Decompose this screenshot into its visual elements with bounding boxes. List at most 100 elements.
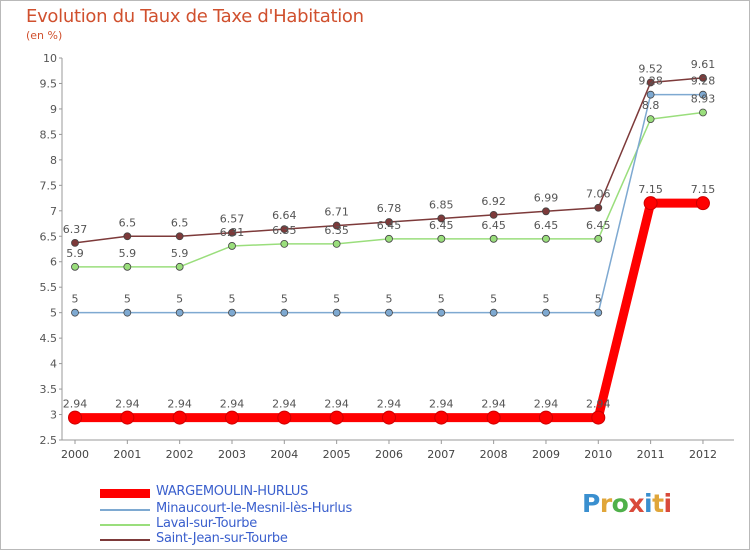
data-point bbox=[594, 234, 603, 243]
data-point bbox=[591, 410, 606, 425]
data-label: 6.5 bbox=[119, 216, 137, 229]
data-point bbox=[228, 228, 236, 237]
y-tick-label: 3.5 bbox=[40, 383, 58, 396]
data-point bbox=[123, 232, 132, 241]
data-point bbox=[71, 308, 79, 317]
y-tick-label: 9.5 bbox=[40, 77, 58, 90]
y-tick-label: 10 bbox=[43, 52, 57, 65]
data-label: 5.9 bbox=[171, 247, 189, 260]
x-tick-label: 2007 bbox=[427, 448, 455, 461]
data-label: 2.94 bbox=[324, 398, 349, 411]
data-point bbox=[489, 234, 498, 243]
data-label: 5 bbox=[542, 293, 549, 306]
data-point bbox=[486, 410, 501, 425]
data-label: 9.52 bbox=[638, 62, 663, 75]
data-point bbox=[280, 240, 289, 248]
data-point bbox=[332, 221, 341, 230]
chart-title: Evolution du Taux de Taxe d'Habitation bbox=[26, 6, 364, 27]
data-label: 2.94 bbox=[220, 398, 245, 411]
legend-label: Minaucourt-le-Mesnil-lès-Hurlus bbox=[156, 501, 352, 516]
data-label: 6.64 bbox=[272, 209, 297, 222]
x-tick-label: 2001 bbox=[113, 448, 141, 461]
data-label: 5 bbox=[595, 293, 602, 306]
data-label: 6.45 bbox=[481, 219, 506, 232]
data-label: 2.94 bbox=[481, 398, 506, 411]
data-label: 6.31 bbox=[220, 226, 245, 239]
data-point bbox=[172, 410, 187, 425]
x-tick-label: 2005 bbox=[323, 448, 351, 461]
data-label: 6.45 bbox=[377, 219, 402, 232]
data-label: 6.45 bbox=[429, 219, 454, 232]
data-point bbox=[695, 196, 710, 211]
data-label: 9.61 bbox=[691, 58, 716, 71]
data-point bbox=[332, 308, 341, 317]
data-point bbox=[228, 308, 236, 317]
data-label: 6.35 bbox=[272, 224, 297, 237]
x-tick-label: 2006 bbox=[375, 448, 403, 461]
data-point bbox=[68, 410, 82, 425]
data-point bbox=[489, 308, 498, 317]
data-label: 9.28 bbox=[691, 75, 716, 88]
data-label: 5 bbox=[281, 293, 288, 306]
legend-label: Laval-sur-Tourbe bbox=[156, 516, 257, 531]
data-point bbox=[123, 308, 132, 317]
data-label: 6.71 bbox=[324, 206, 349, 219]
data-point bbox=[224, 410, 239, 425]
data-label: 6.78 bbox=[377, 202, 402, 215]
data-label: 6.35 bbox=[324, 224, 349, 237]
data-point bbox=[542, 308, 550, 317]
data-point bbox=[646, 78, 655, 87]
y-tick-label: 8 bbox=[50, 154, 57, 167]
data-label: 2.94 bbox=[115, 398, 140, 411]
data-label: 6.57 bbox=[220, 213, 245, 226]
data-point bbox=[699, 108, 707, 117]
y-tick-label: 6.5 bbox=[40, 230, 58, 243]
legend-swatch bbox=[100, 488, 150, 498]
x-tick-label: 2009 bbox=[532, 448, 560, 461]
data-point bbox=[385, 308, 393, 317]
x-tick-label: 2011 bbox=[637, 448, 665, 461]
data-point bbox=[277, 410, 292, 425]
data-label: 2.94 bbox=[586, 398, 611, 411]
data-label: 2.94 bbox=[167, 398, 192, 411]
y-tick-label: 2.5 bbox=[40, 434, 58, 447]
chart-subtitle: (en %) bbox=[26, 29, 63, 42]
data-point bbox=[329, 410, 344, 425]
legend-swatch bbox=[100, 539, 150, 541]
data-point bbox=[385, 234, 393, 243]
data-point bbox=[542, 207, 550, 216]
data-label: 5 bbox=[333, 293, 340, 306]
data-point bbox=[699, 90, 707, 99]
legend-label: WARGEMOULIN-HURLUS bbox=[156, 484, 309, 499]
y-tick-label: 5.5 bbox=[40, 281, 58, 294]
x-tick-label: 2003 bbox=[218, 448, 246, 461]
data-point bbox=[120, 410, 135, 425]
y-tick-label: 7 bbox=[50, 205, 57, 218]
data-point bbox=[437, 308, 446, 317]
x-tick-label: 2000 bbox=[61, 448, 89, 461]
data-label: 5 bbox=[228, 293, 235, 306]
data-label: 7.15 bbox=[691, 183, 716, 196]
data-label: 9.28 bbox=[638, 75, 663, 88]
legend-swatch bbox=[100, 509, 150, 511]
y-tick-label: 4 bbox=[50, 358, 57, 371]
data-point bbox=[699, 73, 707, 82]
data-point bbox=[175, 232, 184, 241]
data-label: 6.99 bbox=[534, 191, 559, 204]
y-tick-label: 9 bbox=[50, 103, 57, 116]
data-label: 5 bbox=[438, 293, 445, 306]
data-point bbox=[489, 210, 498, 219]
data-point bbox=[381, 410, 396, 425]
data-label: 2.94 bbox=[429, 398, 454, 411]
data-label: 5 bbox=[490, 293, 497, 306]
data-label: 5 bbox=[385, 293, 392, 306]
data-label: 6.85 bbox=[429, 198, 454, 211]
y-tick-label: 3 bbox=[50, 409, 57, 422]
data-label: 6.5 bbox=[171, 216, 189, 229]
y-tick-label: 4.5 bbox=[40, 332, 58, 345]
y-tick-label: 6 bbox=[50, 256, 57, 269]
data-label: 6.37 bbox=[63, 223, 88, 236]
data-point bbox=[542, 234, 550, 243]
